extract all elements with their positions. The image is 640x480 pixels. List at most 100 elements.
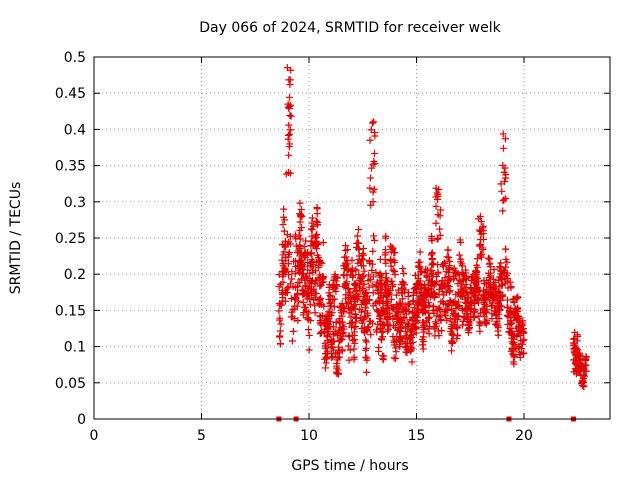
data-point <box>502 245 510 253</box>
data-point <box>471 289 479 297</box>
data-point <box>449 299 457 307</box>
data-point <box>382 274 390 282</box>
data-point <box>338 347 346 355</box>
data-point <box>428 232 436 240</box>
y-tick-label: 0 <box>77 412 86 428</box>
data-point <box>500 196 508 204</box>
data-point <box>335 369 343 377</box>
data-point <box>448 318 456 326</box>
data-point <box>334 343 342 351</box>
data-point <box>383 300 391 308</box>
data-point <box>416 248 424 256</box>
data-point <box>353 296 361 304</box>
data-point <box>461 284 469 292</box>
data-point <box>427 278 435 286</box>
data-point <box>286 240 294 248</box>
data-point <box>464 298 472 306</box>
data-point <box>305 346 313 354</box>
data-point <box>461 291 469 299</box>
data-point <box>281 237 289 245</box>
data-point <box>499 130 507 138</box>
data-point <box>490 265 498 273</box>
data-point <box>440 259 448 267</box>
data-point <box>514 294 522 302</box>
data-point <box>285 105 293 113</box>
data-point <box>468 273 476 281</box>
data-point <box>423 290 431 298</box>
data-point <box>278 240 286 248</box>
data-point <box>448 337 456 345</box>
data-point <box>501 164 509 172</box>
data-point <box>513 332 521 340</box>
data-point <box>412 323 420 331</box>
data-point <box>443 306 451 314</box>
data-point <box>476 213 484 221</box>
data-point <box>504 320 512 328</box>
data-point <box>501 275 509 283</box>
data-point <box>413 285 421 293</box>
data-point <box>299 291 307 299</box>
data-point <box>296 218 304 226</box>
data-point <box>282 268 290 276</box>
data-point <box>476 327 484 335</box>
data-point <box>366 184 374 192</box>
data-point <box>311 239 319 247</box>
data-point <box>295 265 303 273</box>
data-point <box>371 129 379 137</box>
x-tick-label: 10 <box>300 428 318 444</box>
data-point <box>313 210 321 218</box>
data-point <box>462 266 470 274</box>
data-point <box>509 347 517 355</box>
data-point <box>415 279 423 287</box>
data-point <box>276 327 284 335</box>
data-point <box>316 330 324 338</box>
data-point <box>381 251 389 259</box>
data-point <box>504 304 512 312</box>
data-point <box>307 292 315 300</box>
data-point <box>299 299 307 307</box>
data-point <box>368 119 376 127</box>
data-point <box>308 249 316 257</box>
data-point <box>367 174 375 182</box>
data-point <box>343 271 351 279</box>
data-point <box>358 319 366 327</box>
data-point <box>362 304 370 312</box>
data-point <box>452 313 460 321</box>
chart-title: Day 066 of 2024, SRMTID for receiver wel… <box>199 20 501 36</box>
y-tick-label: 0.3 <box>64 195 86 211</box>
data-point <box>350 345 358 353</box>
data-point <box>314 221 322 229</box>
data-point <box>363 368 371 376</box>
data-point <box>379 333 387 341</box>
data-point <box>503 296 511 304</box>
data-point <box>389 333 397 341</box>
data-point <box>355 252 363 260</box>
data-point <box>479 244 487 252</box>
data-point <box>304 315 312 323</box>
data-point <box>339 330 347 338</box>
data-point <box>494 331 502 339</box>
data-point <box>345 305 353 313</box>
data-point <box>434 305 442 313</box>
data-point <box>581 356 589 364</box>
data-point <box>355 239 363 247</box>
data-point <box>294 279 302 287</box>
data-point <box>342 295 350 303</box>
data-point <box>282 170 290 178</box>
data-point <box>291 270 299 278</box>
data-point <box>320 319 328 327</box>
data-point <box>378 328 386 336</box>
data-point <box>294 249 302 257</box>
data-point <box>498 187 506 195</box>
data-point <box>296 235 304 243</box>
data-point <box>329 296 337 304</box>
data-point <box>323 315 331 323</box>
data-point <box>372 326 380 334</box>
data-point <box>371 149 379 157</box>
data-point <box>299 269 307 277</box>
data-point <box>295 297 303 305</box>
data-point <box>402 305 410 313</box>
y-tick-label: 0.35 <box>55 159 86 175</box>
data-point <box>386 287 394 295</box>
data-point <box>365 296 373 304</box>
